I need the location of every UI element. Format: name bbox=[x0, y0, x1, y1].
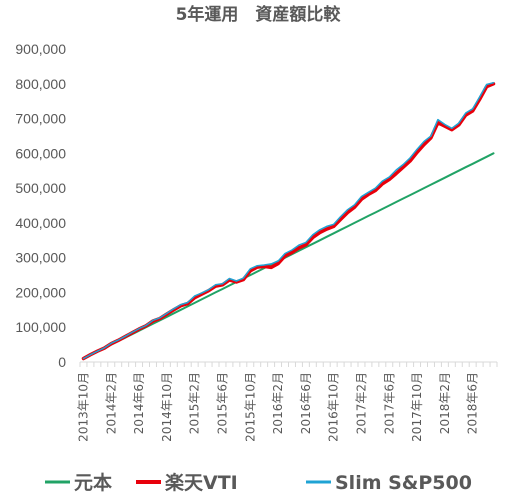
x-tick-label: 2017年6月 bbox=[382, 372, 396, 434]
x-tick-label: 2017年2月 bbox=[354, 372, 368, 434]
y-tick-label: 0 bbox=[58, 354, 66, 370]
x-tick-label: 2017年10月 bbox=[410, 372, 424, 442]
y-tick-label: 400,000 bbox=[15, 215, 66, 231]
y-tick-label: 500,000 bbox=[15, 180, 66, 196]
x-tick-label: 2015年2月 bbox=[188, 372, 202, 434]
series-line-3 bbox=[82, 81, 495, 360]
series-line-2 bbox=[81, 82, 496, 361]
legend-label: 楽天VTI bbox=[165, 471, 238, 494]
chart-title: 5年運用 資産額比較 bbox=[176, 4, 342, 25]
x-tick-label: 2018年6月 bbox=[466, 372, 480, 434]
x-tick-label: 2014年6月 bbox=[132, 372, 146, 434]
legend: 元本 楽天VTI Slim S&P500 bbox=[45, 471, 472, 494]
x-tick-label: 2014年10月 bbox=[160, 372, 174, 442]
x-axis: 2013年10月 2014年2月 2014年6月 2014年10月 2015年2月 201… bbox=[76, 361, 498, 442]
y-tick-label: 300,000 bbox=[15, 250, 66, 266]
y-tick-label: 800,000 bbox=[15, 76, 66, 92]
x-tick-label: 2018年2月 bbox=[438, 372, 452, 434]
x-tick-label: 2016年10月 bbox=[327, 372, 341, 442]
y-tick-label: 100,000 bbox=[15, 319, 66, 335]
series-lines bbox=[81, 81, 496, 361]
x-tick-label: 2015年10月 bbox=[243, 372, 257, 442]
x-tick-label: 2014年2月 bbox=[104, 372, 118, 434]
legend-label: Slim S&P500 bbox=[335, 472, 472, 494]
y-axis-ticks: 0 100,000 200,000 300,000 400,000 500,000 600,… bbox=[15, 41, 66, 370]
x-tick-label: 2013年10月 bbox=[76, 372, 90, 442]
y-tick-label: 600,000 bbox=[15, 145, 66, 161]
x-tick-label: 2016年2月 bbox=[271, 372, 285, 434]
legend-label: 元本 bbox=[74, 471, 112, 494]
x-tick-label: 2016年6月 bbox=[299, 372, 313, 434]
y-tick-label: 700,000 bbox=[15, 111, 66, 127]
x-tick-label: 2015年6月 bbox=[215, 372, 229, 434]
y-tick-label: 900,000 bbox=[15, 41, 66, 57]
y-tick-label: 200,000 bbox=[15, 284, 66, 300]
